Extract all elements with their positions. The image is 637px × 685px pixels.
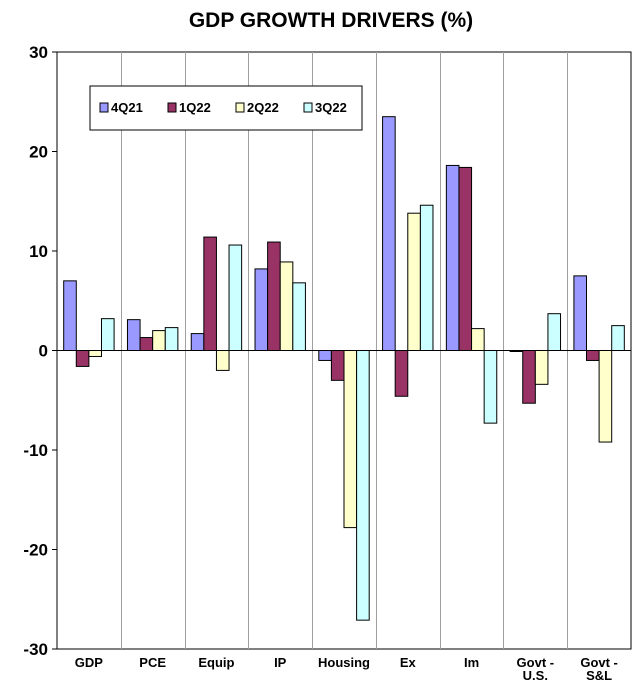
bar-4q21-6: [445, 164, 460, 351]
bar-1q22-8: [586, 350, 600, 361]
legend-label-2q22: 2Q22: [247, 100, 279, 115]
bar-4q21-2: [190, 333, 205, 351]
bar-3q22-8: [611, 325, 625, 352]
x-category-label: Equip: [198, 655, 234, 670]
y-tick-label: -30: [23, 640, 48, 659]
legend-swatch-1q22: [167, 102, 177, 113]
y-tick-label: -20: [23, 541, 48, 560]
x-category-label: Govt -: [580, 655, 618, 670]
bar-1q22-3: [267, 241, 281, 351]
bar-1q22-4: [330, 350, 345, 381]
legend-label-4q21: 4Q21: [111, 100, 143, 115]
x-category-label: Im: [464, 655, 479, 670]
bar-3q22-7: [547, 313, 562, 352]
legend-swatch-3q22: [303, 102, 313, 113]
bar-4q21-1: [126, 319, 141, 351]
bar-2q22-7: [534, 350, 549, 385]
legend-box: [89, 85, 363, 131]
bar-3q22-5: [419, 204, 434, 351]
bar-2q22-0: [88, 350, 102, 357]
x-category-label: S&L: [586, 668, 612, 683]
bar-1q22-2: [203, 236, 217, 352]
bar-1q22-6: [458, 166, 473, 351]
legend-swatch-4q21: [99, 102, 109, 113]
x-category-label: GDP: [75, 655, 104, 670]
x-category-label: IP: [274, 655, 287, 670]
y-tick-label: 20: [29, 143, 48, 162]
bar-4q21-4: [318, 350, 332, 361]
bar-4q21-8: [573, 275, 588, 352]
bar-3q22-3: [292, 282, 306, 351]
bar-2q22-1: [152, 330, 166, 352]
bar-2q22-3: [279, 261, 294, 352]
bar-2q22-8: [598, 350, 613, 443]
bar-1q22-0: [75, 350, 90, 367]
x-category-label: Ex: [400, 655, 417, 670]
bar-2q22-4: [343, 350, 358, 529]
bar-3q22-1: [164, 327, 179, 351]
bar-2q22-2: [215, 350, 230, 371]
bar-3q22-0: [100, 318, 115, 352]
bar-1q22-1: [139, 337, 154, 351]
y-tick-label: 0: [39, 342, 48, 361]
x-category-label: PCE: [139, 655, 166, 670]
bar-1q22-7: [522, 350, 536, 404]
bar-2q22-5: [407, 212, 421, 351]
bar-3q22-2: [228, 244, 243, 351]
bar-1q22-5: [394, 350, 409, 397]
legend-label-3q22: 3Q22: [315, 100, 347, 115]
bar-4q21-3: [254, 268, 269, 351]
x-category-label: Housing: [318, 655, 370, 670]
y-tick-label: -10: [23, 441, 48, 460]
bar-4q21-5: [382, 116, 396, 351]
x-category-label: Govt -: [517, 655, 555, 670]
legend-label-1q22: 1Q22: [179, 100, 211, 115]
y-tick-label: 10: [29, 242, 48, 261]
legend-swatch-2q22: [235, 102, 245, 113]
x-axis: GDP PCE Equip IP Housing Ex Im Govt -U.S.Govt -…: [75, 655, 618, 683]
legend: 4Q21 1Q22 2Q22 3Q22: [89, 85, 363, 131]
y-tick-label: 30: [29, 43, 48, 62]
y-axis: 30 20 10 0 -10 -20 -30: [23, 43, 57, 659]
bar-4q21-0: [63, 280, 77, 352]
x-category-label: U.S.: [523, 668, 548, 683]
chart-title: GDP GROWTH DRIVERS (%): [189, 9, 473, 32]
bar-3q22-4: [356, 350, 370, 621]
bar-2q22-6: [471, 328, 485, 351]
bar-3q22-6: [483, 350, 498, 424]
bars: [63, 116, 625, 621]
